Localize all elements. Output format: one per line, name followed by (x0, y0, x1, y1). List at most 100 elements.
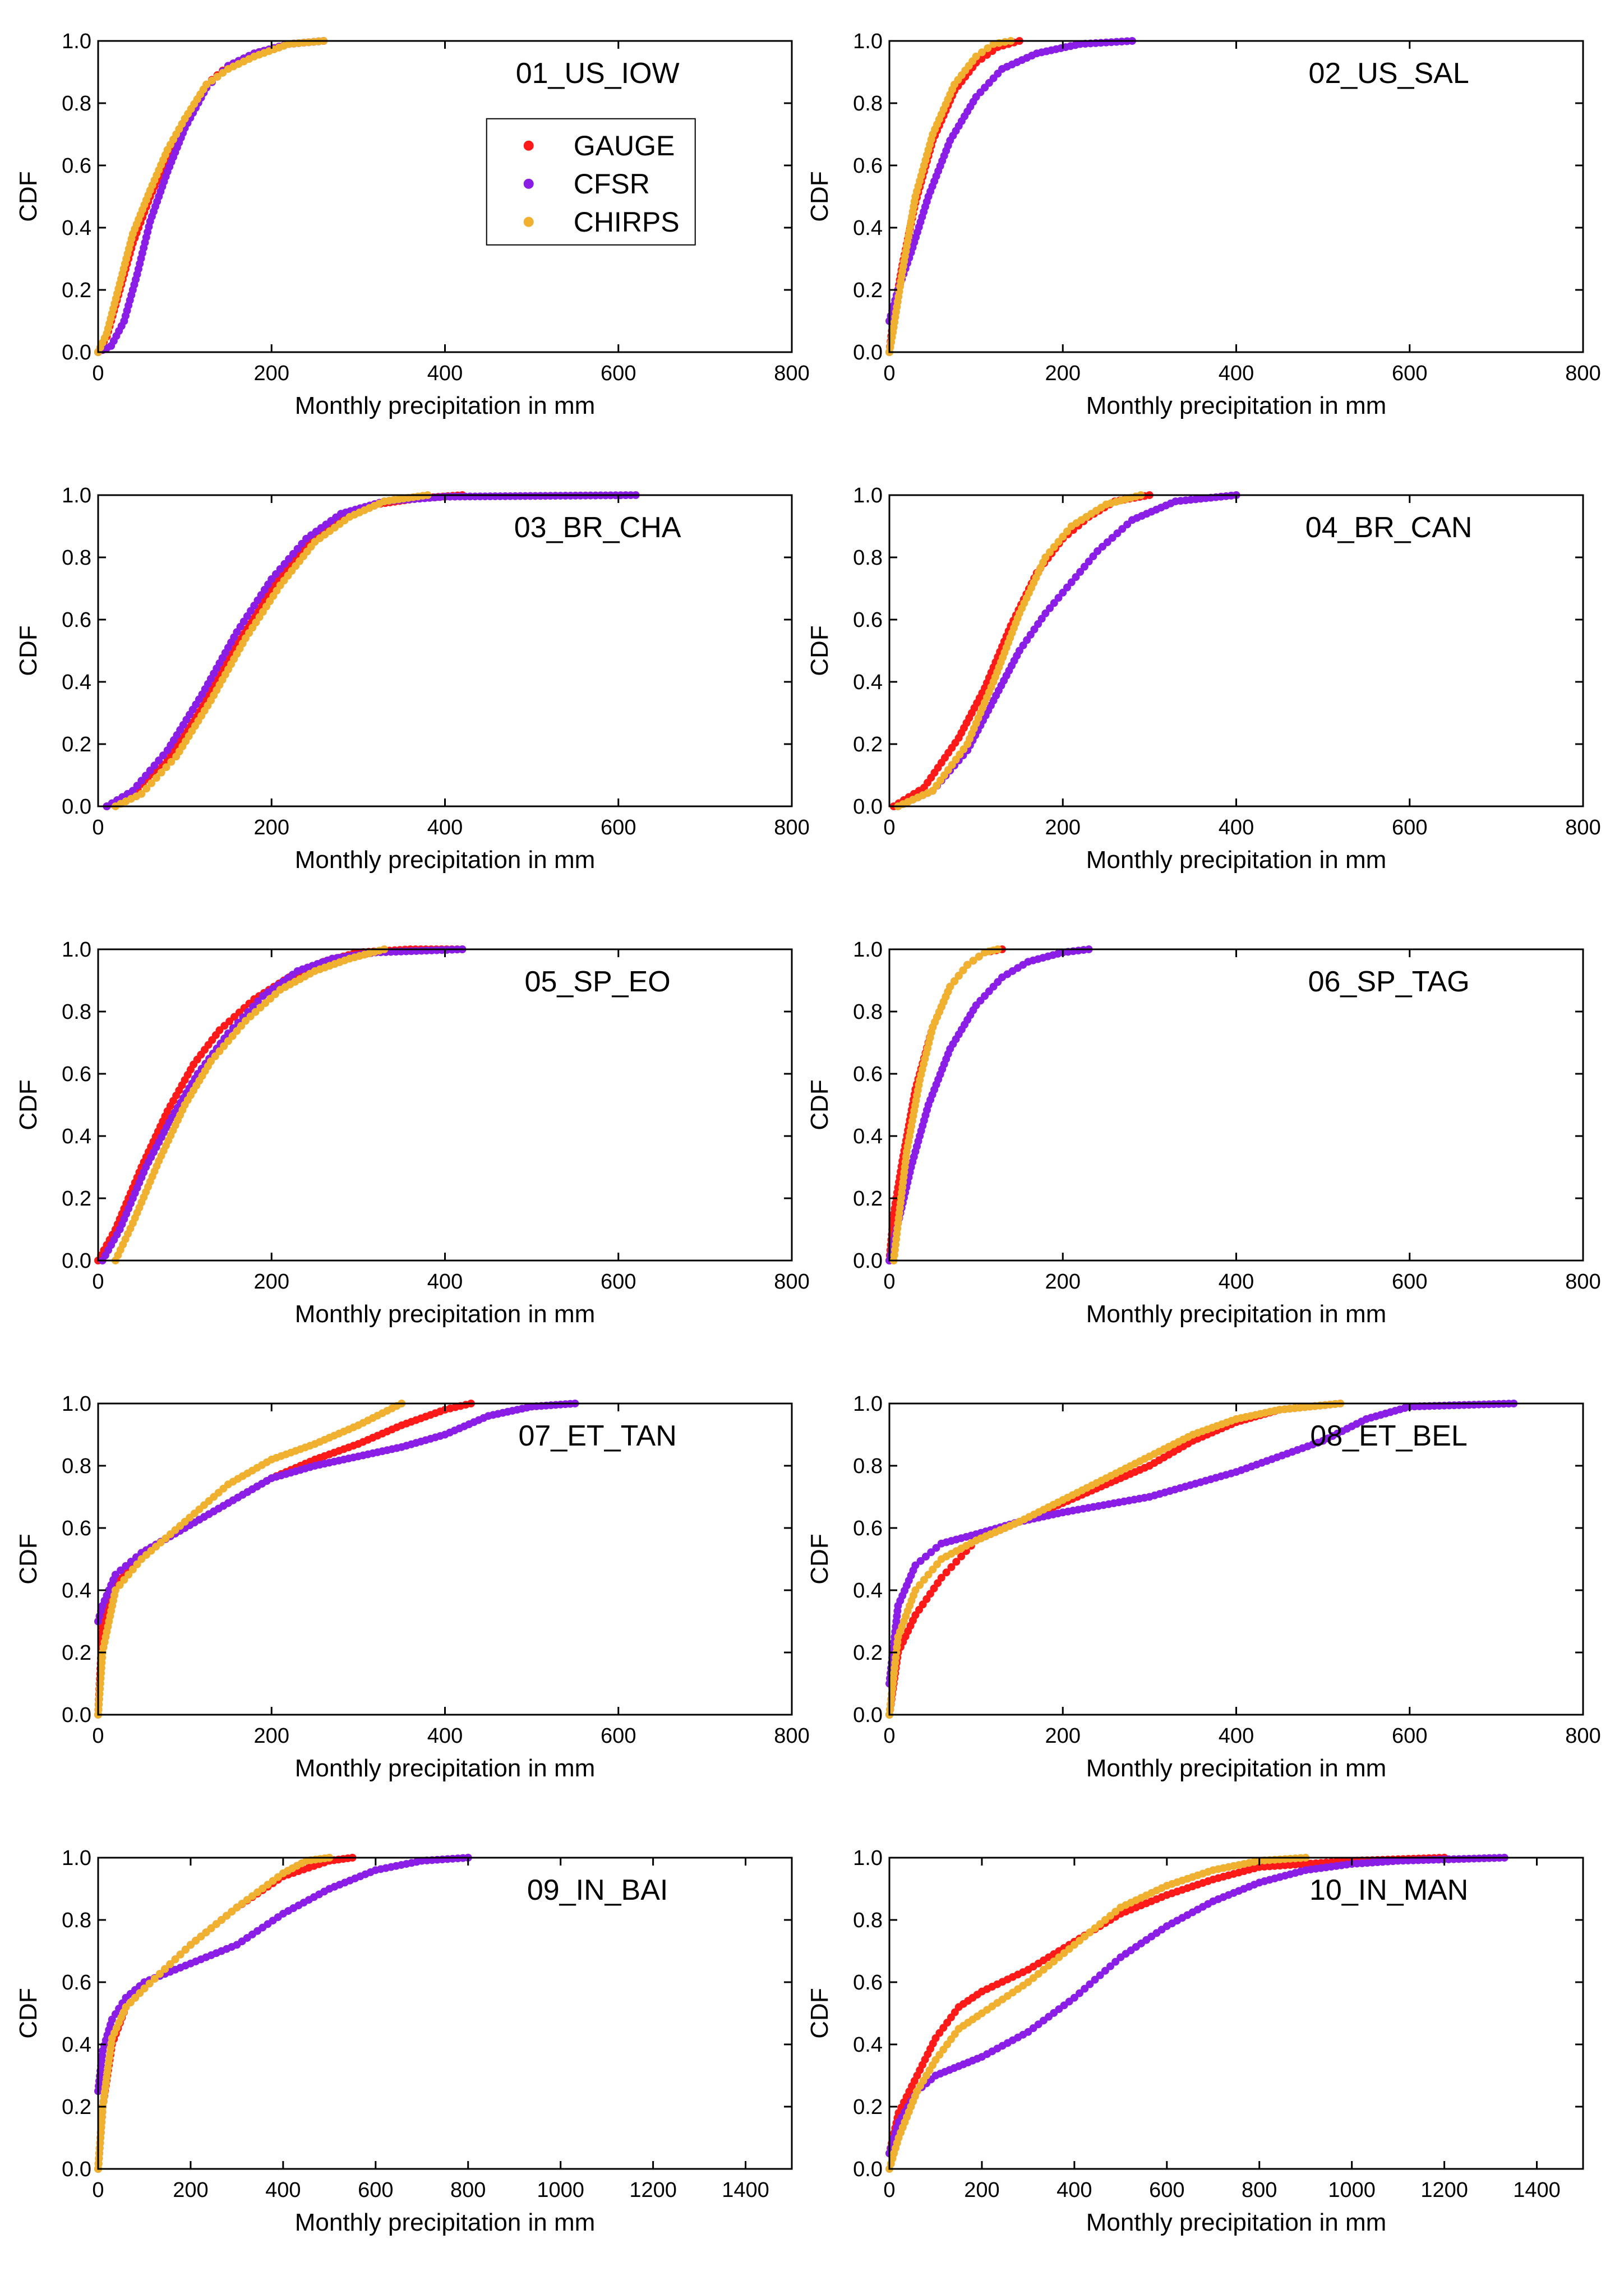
y-tick-label: 0.0 (853, 795, 883, 819)
x-tick-label: 400 (1056, 2178, 1092, 2202)
y-axis-label: CDF (15, 171, 42, 221)
y-tick-label: 0.4 (62, 671, 91, 694)
x-tick-label: 200 (254, 1270, 289, 1294)
y-tick-label: 1.0 (853, 938, 883, 962)
x-tick-label: 0 (92, 2178, 104, 2202)
x-tick-label: 800 (450, 2178, 486, 2202)
series-chirps (111, 491, 432, 810)
data-point (972, 52, 980, 61)
y-tick-label: 0.2 (62, 1187, 91, 1211)
y-tick-label: 0.4 (853, 216, 883, 240)
legend-label-cfsr: CFSR (574, 168, 650, 200)
y-tick-label: 0.4 (853, 1125, 883, 1148)
x-tick-label: 1400 (1513, 2178, 1561, 2202)
data-point (920, 1576, 928, 1584)
data-point (1001, 38, 1009, 46)
data-point (213, 72, 222, 81)
data-point (989, 40, 998, 48)
series-chirps (885, 1854, 1310, 2173)
x-tick-label: 1400 (722, 2178, 769, 2202)
data-point (957, 1552, 966, 1561)
data-point (167, 758, 176, 766)
x-tick-label: 600 (601, 1724, 636, 1748)
series-chirps (94, 1854, 334, 2173)
data-point (1067, 578, 1076, 587)
data-point (253, 997, 262, 1005)
x-tick-label: 1000 (1328, 2178, 1376, 2202)
y-tick-label: 1.0 (62, 30, 91, 53)
y-axis-label: CDF (15, 1534, 42, 1584)
plot-frame (97, 1857, 793, 2170)
y-tick-label: 0.6 (62, 1063, 91, 1086)
series-chirps (885, 37, 1015, 356)
y-tick-label: 0.0 (62, 1249, 91, 1273)
y-tick-label: 1.0 (853, 30, 883, 53)
data-point (1041, 609, 1050, 617)
data-point (942, 1568, 951, 1577)
y-tick-label: 0.6 (853, 1971, 883, 1995)
data-point (946, 982, 954, 991)
data-point (1046, 604, 1054, 612)
data-point (145, 1979, 154, 1988)
series-chirps (894, 491, 1145, 810)
plot-frame (888, 948, 1584, 1262)
data-point (202, 80, 211, 89)
y-tick-label: 0.2 (853, 279, 883, 302)
y-tick-label: 0.4 (853, 671, 883, 694)
x-tick-label: 600 (601, 362, 636, 385)
y-tick-label: 0.6 (62, 154, 91, 178)
chart-title: 10_IN_MAN (1309, 1874, 1468, 1906)
legend: GAUGE CFSR CHIRPS (486, 118, 696, 246)
series-chirps (94, 1400, 406, 1719)
y-tick-label: 1.0 (853, 1846, 883, 1870)
x-tick-label: 400 (427, 1270, 463, 1294)
y-tick-label: 0.8 (853, 1000, 883, 1024)
x-tick-label: 600 (1392, 362, 1427, 385)
series-chirps (94, 37, 328, 356)
y-axis-label: CDF (15, 1079, 42, 1130)
plot-frame (97, 948, 793, 1262)
x-tick-label: 800 (1242, 2178, 1277, 2202)
data-point (1050, 543, 1058, 551)
y-tick-label: 0.4 (62, 1125, 91, 1148)
x-axis-label: Monthly precipitation in mm (1086, 2209, 1387, 2236)
data-point (950, 977, 958, 985)
chart-title: 01_US_IOW (516, 57, 680, 90)
data-point (133, 1560, 141, 1568)
data-point (1091, 1975, 1099, 1984)
data-point (152, 774, 160, 782)
x-tick-label: 600 (601, 1270, 636, 1294)
data-point (1081, 1984, 1089, 1993)
data-point (924, 1571, 933, 1579)
y-tick-label: 1.0 (62, 484, 91, 507)
x-tick-label: 200 (964, 2178, 999, 2202)
data-point (975, 952, 983, 961)
x-tick-label: 0 (883, 362, 895, 385)
x-tick-label: 800 (774, 362, 809, 385)
x-axis-label: Monthly precipitation in mm (1086, 392, 1387, 419)
y-tick-label: 1.0 (62, 1846, 91, 1870)
data-point (959, 966, 967, 975)
y-tick-label: 0.0 (62, 1703, 91, 1727)
data-point (150, 1974, 159, 1983)
x-tick-label: 0 (92, 1724, 104, 1748)
data-point (1089, 552, 1097, 561)
data-point (1041, 553, 1050, 561)
x-axis-label: Monthly precipitation in mm (1086, 1755, 1387, 1782)
x-tick-label: 200 (254, 816, 289, 839)
plot-frame (888, 1857, 1584, 2170)
x-tick-label: 0 (883, 816, 895, 839)
y-tick-label: 0.8 (853, 92, 883, 116)
series-cfsr (94, 37, 328, 356)
y-tick-label: 1.0 (62, 1392, 91, 1416)
data-point (927, 1548, 935, 1557)
y-tick-label: 0.6 (853, 154, 883, 178)
chart-panel-2: 0 200 400 600 800 0.0 0.2 0.4 0.6 0.8 1.0 Monthly p… (806, 30, 1601, 419)
x-tick-label: 400 (265, 2178, 301, 2202)
y-tick-label: 0.8 (62, 1455, 91, 1478)
data-point (916, 1557, 925, 1565)
data-point (921, 1553, 930, 1561)
x-tick-label: 1200 (1420, 2178, 1468, 2202)
data-point (932, 1544, 940, 1552)
x-tick-label: 200 (254, 362, 289, 385)
